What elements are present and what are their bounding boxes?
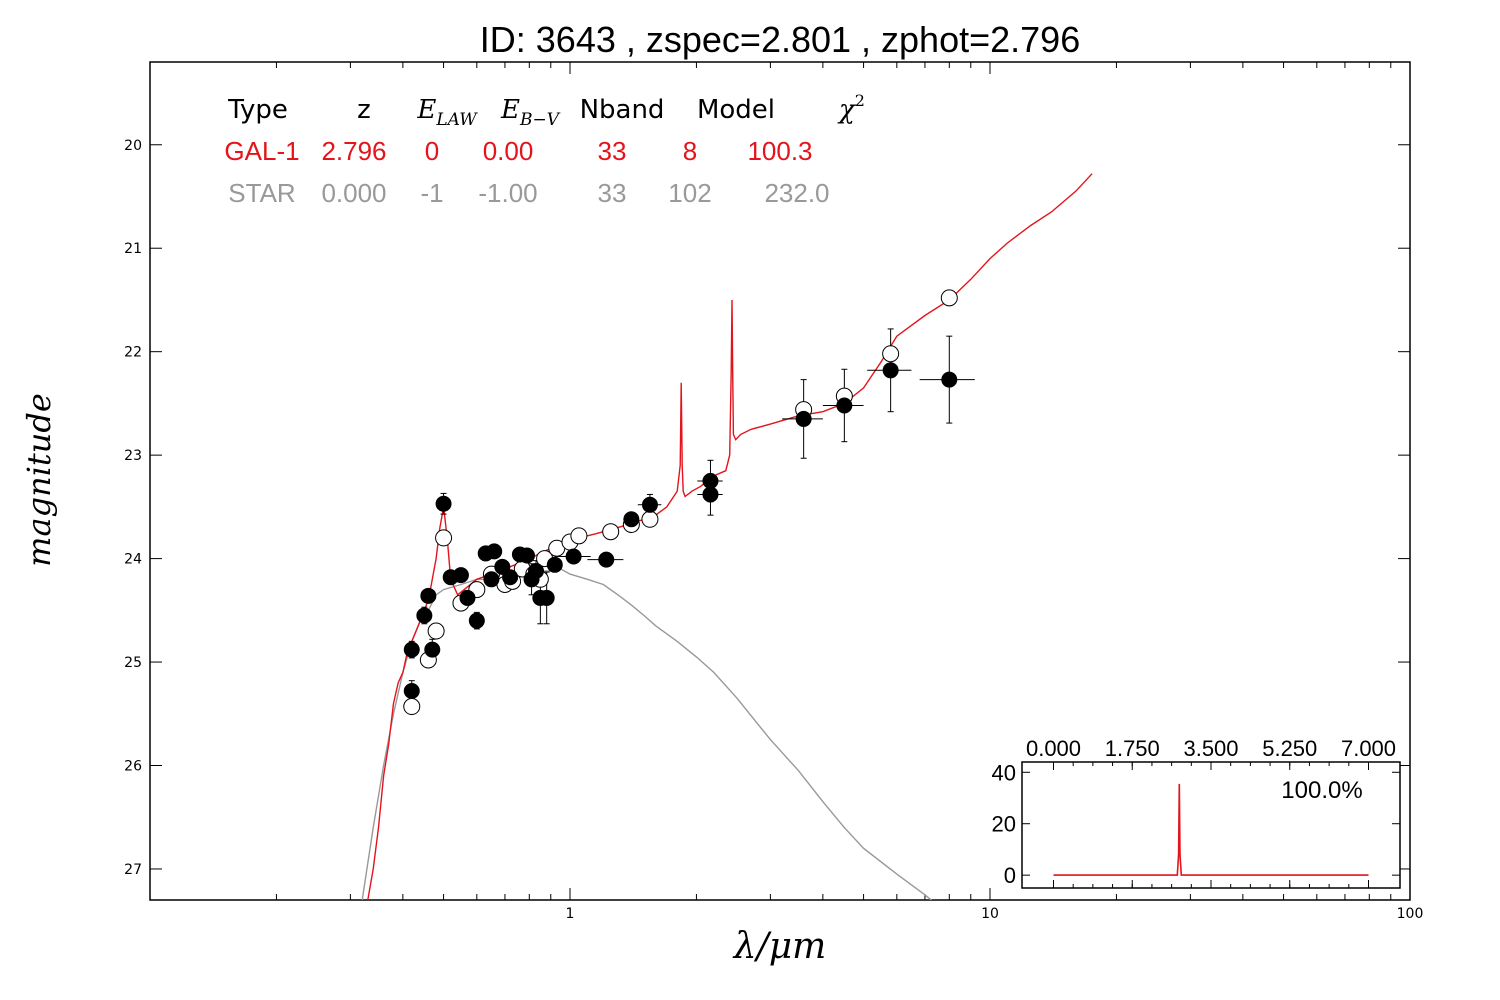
observed-point xyxy=(882,362,899,379)
observed-point xyxy=(452,567,469,584)
x-tick-label: 100 xyxy=(1397,906,1424,922)
observed-point xyxy=(519,547,536,564)
star-row-cell: 232.0 xyxy=(764,178,829,208)
header-subscript: LAW xyxy=(435,110,478,130)
observed-point xyxy=(795,410,812,427)
table-header-type: Type xyxy=(227,95,288,125)
inset-x-tick-label: 7.000 xyxy=(1341,736,1396,761)
y-tick-label: 26 xyxy=(124,759,142,775)
table-header-chi2: χ2 xyxy=(837,91,865,125)
inset-y-tick-label: 0 xyxy=(1004,863,1016,888)
inset-background xyxy=(1022,762,1400,888)
observed-point xyxy=(623,511,640,528)
y-tick-label: 25 xyxy=(124,655,142,671)
inset-x-tick-label: 1.750 xyxy=(1105,736,1160,761)
model-photometry-point xyxy=(641,510,659,528)
observed-point xyxy=(403,683,420,700)
galaxy-row-cell: 0 xyxy=(425,136,439,166)
observed-point xyxy=(502,569,519,586)
model-photometry-point xyxy=(427,622,445,640)
inset-series-layer xyxy=(1053,783,1369,876)
galaxy-row-cell: 0.00 xyxy=(483,136,534,166)
galaxy-row-cell: GAL-1 xyxy=(224,136,299,166)
main-series-layer xyxy=(361,173,1093,900)
x-axis-label: λ/μm xyxy=(732,926,826,967)
inset-x-tick-label: 5.250 xyxy=(1262,736,1317,761)
table-header-z: z xyxy=(357,95,371,125)
inset-y-tick-label: 20 xyxy=(992,812,1016,837)
observed-point xyxy=(702,473,719,489)
y-tick-label: 24 xyxy=(124,552,142,568)
figure-title: ID: 3643 , zspec=2.801 , zphot=2.796 xyxy=(480,19,1080,60)
star-row-cell: -1 xyxy=(420,178,443,208)
observed-point xyxy=(424,641,441,658)
y-tick-label: 27 xyxy=(124,862,142,878)
y-tick-label: 21 xyxy=(124,241,142,257)
inset-y-tick-label: 40 xyxy=(992,760,1016,785)
inset-x-tick-label: 3.500 xyxy=(1183,736,1238,761)
observed-point xyxy=(702,486,719,503)
x-tick-label: 10 xyxy=(981,906,999,922)
y-axis-label: magnitude xyxy=(20,393,58,567)
header-superscript: 2 xyxy=(855,91,865,110)
x-tick-label: 1 xyxy=(566,906,575,922)
main-points-layer xyxy=(403,289,975,716)
galaxy-row-cell: 100.3 xyxy=(747,136,812,166)
observed-point xyxy=(483,571,500,588)
model-photometry-point xyxy=(570,527,588,545)
y-tick-label: 23 xyxy=(124,448,142,464)
star-row-cell: 0.000 xyxy=(321,178,386,208)
observed-point xyxy=(598,551,615,568)
star-row-cell: -1.00 xyxy=(478,178,537,208)
model-photometry-point xyxy=(882,345,900,363)
header-subscript: B−V xyxy=(519,110,561,130)
observed-point xyxy=(641,496,658,513)
header-base: E xyxy=(416,95,436,125)
observed-point xyxy=(486,543,503,560)
observed-point xyxy=(403,641,420,658)
inset-axis-ticks: 0.000 1.750 3.500 5.250 7.000 0 20 40 xyxy=(992,736,1400,888)
pdz-inset: 0.000 1.750 3.500 5.250 7.000 0 20 40 100.0% xyxy=(992,736,1401,889)
star-row-cell: 33 xyxy=(598,178,627,208)
table-header-elaw: ELAW xyxy=(416,95,478,130)
model-photometry-point xyxy=(435,529,453,547)
galaxy-row-cell: 2.796 xyxy=(321,136,386,166)
observed-point xyxy=(941,371,958,388)
inset-x-tick-label: 0.000 xyxy=(1026,736,1081,761)
model-photometry-point xyxy=(602,523,620,541)
table-header-model: Model xyxy=(697,95,775,125)
star-model-curve xyxy=(361,568,933,900)
inset-annotation: 100.0% xyxy=(1281,777,1362,804)
observed-point xyxy=(420,587,437,604)
observed-point xyxy=(546,556,563,573)
galaxy-model-curve xyxy=(367,173,1093,900)
pdz-curve xyxy=(1053,783,1369,876)
model-photometry-point xyxy=(940,289,958,307)
star-row-cell: 102 xyxy=(668,178,711,208)
observed-point xyxy=(435,495,452,512)
observed-point xyxy=(416,607,433,624)
model-photometry-point xyxy=(403,698,421,716)
main-plot-frame xyxy=(149,61,1411,901)
y-tick-label: 20 xyxy=(124,138,142,154)
galaxy-row-cell: 8 xyxy=(683,136,697,166)
table-header-ebv: EB−V xyxy=(500,95,561,130)
observed-point xyxy=(468,612,485,629)
header-base: E xyxy=(500,95,520,125)
observed-point xyxy=(565,548,582,565)
observed-point xyxy=(528,563,545,580)
observed-point xyxy=(459,589,476,606)
galaxy-row-cell: 33 xyxy=(598,136,627,166)
star-row-cell: STAR xyxy=(228,178,295,208)
table-header-nband: Nband xyxy=(580,95,665,125)
header-base: χ xyxy=(837,95,857,125)
y-tick-label: 22 xyxy=(124,345,142,361)
observed-point xyxy=(836,397,853,414)
observed-point xyxy=(538,589,555,606)
